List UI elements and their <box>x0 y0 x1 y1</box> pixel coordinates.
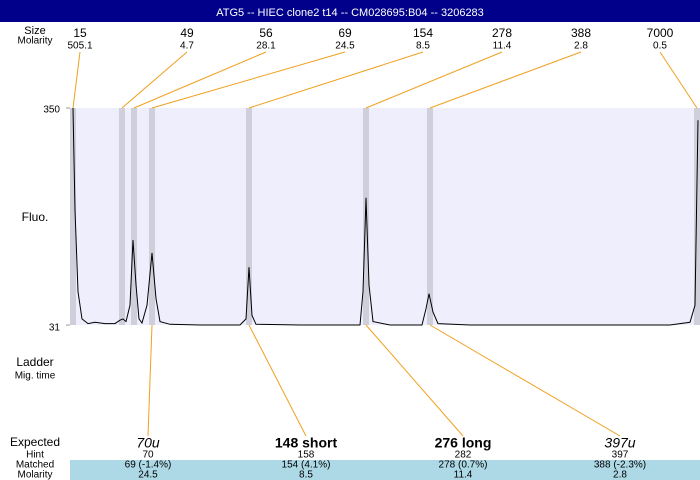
hint: 397 <box>612 450 629 461</box>
ladder-molarity: 8.5 <box>416 41 430 52</box>
ladder-connector <box>151 51 346 109</box>
ladder-molarity: 28.1 <box>256 41 276 52</box>
matched: 69 (-1.4%) <box>125 460 172 471</box>
molarity: 24.5 <box>138 470 158 480</box>
ladder-size: 56 <box>259 26 273 40</box>
matched: 278 (0.7%) <box>439 460 488 471</box>
ladder-band <box>149 108 155 325</box>
ladder-molarity: 2.8 <box>574 41 588 52</box>
y-tick-label: 31 <box>49 323 61 334</box>
ladder-molarity: 0.5 <box>653 41 667 52</box>
hint: 282 <box>455 450 472 461</box>
ladder-connector <box>659 51 698 109</box>
ladder-connector <box>121 51 188 109</box>
ladder-molarity: 11.4 <box>493 41 512 52</box>
y-tick-label: 350 <box>43 105 60 116</box>
ladder-connector <box>133 51 267 109</box>
molarity: 8.5 <box>299 470 313 480</box>
hint-label: Hint <box>26 450 44 461</box>
ladder-molarity: 4.7 <box>180 41 194 52</box>
ladder-molarity: 24.5 <box>335 41 355 52</box>
ladder-size: 49 <box>180 26 194 40</box>
title-bar <box>0 0 700 22</box>
ladder-band <box>363 108 369 325</box>
matched-band <box>70 460 700 480</box>
ladder-band <box>70 108 76 325</box>
peak-connector <box>147 324 153 437</box>
ladder-molarity: 505.1 <box>67 41 92 52</box>
title: ATG5 -- HIEC clone2 t14 -- CM028695:B04 … <box>216 7 484 19</box>
expected: 276 long <box>435 435 492 451</box>
ladder-band <box>131 108 137 325</box>
ladder-connector <box>429 51 582 109</box>
ladder-band <box>246 108 252 325</box>
ladder-connector <box>72 51 81 109</box>
plot-area <box>70 108 700 325</box>
ladder-band <box>694 108 700 325</box>
ladder-connector <box>365 51 503 109</box>
ladder-size: 7000 <box>647 26 674 40</box>
peak-connector <box>248 324 307 437</box>
trace <box>72 107 699 326</box>
ladder-size: 15 <box>73 26 87 40</box>
matched-label: Matched <box>16 460 54 471</box>
mig-time-label: Mig. time <box>15 371 56 382</box>
ladder-band <box>119 108 125 325</box>
ladder-size: 388 <box>571 26 591 40</box>
peak-connector <box>365 324 464 437</box>
molarity: 2.8 <box>613 470 627 480</box>
ladder-label: Ladder <box>16 355 53 369</box>
ladder-connector <box>248 51 424 109</box>
ladder-size: 278 <box>492 26 512 40</box>
hint: 70 <box>142 450 154 461</box>
molarity-label: Molarity <box>17 36 52 47</box>
peak-connector <box>429 324 621 437</box>
molarity: 11.4 <box>454 470 473 480</box>
expected: 148 short <box>275 435 338 451</box>
y-label: Fluo. <box>22 210 49 224</box>
molarity-row-label: Molarity <box>17 470 52 480</box>
ladder-band <box>427 108 433 325</box>
expected: 70u <box>136 435 160 451</box>
expected-label: Expected <box>10 435 60 449</box>
matched: 154 (4.1%) <box>282 460 331 471</box>
ladder-size: 154 <box>413 26 433 40</box>
hint: 158 <box>298 450 315 461</box>
expected: 397u <box>604 435 635 451</box>
matched: 388 (-2.3%) <box>594 460 646 471</box>
ladder-size: 69 <box>338 26 352 40</box>
size-label: Size <box>24 25 45 37</box>
